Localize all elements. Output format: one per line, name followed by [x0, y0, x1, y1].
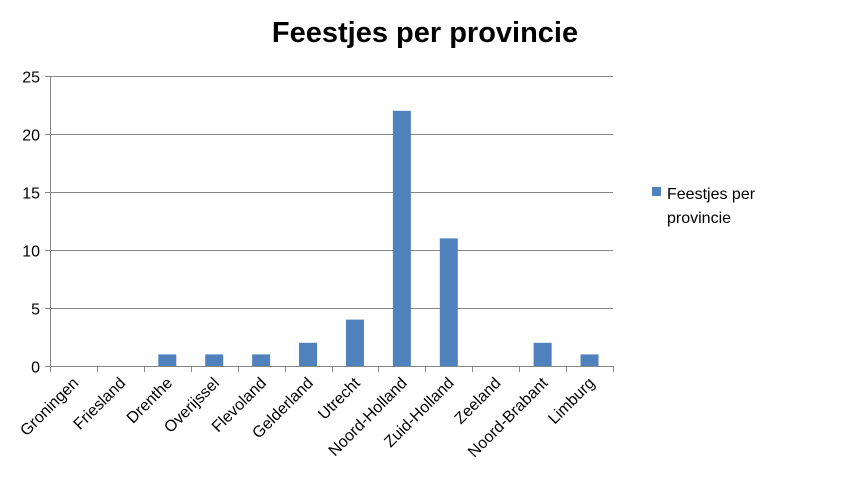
y-tick-label: 0 — [31, 360, 40, 377]
x-tick-label: Noord-Brabant — [465, 374, 552, 461]
y-tick-label: 15 — [22, 186, 40, 203]
x-tick-label: Friesland — [71, 375, 130, 434]
chart-title: Feestjes per provincie — [272, 17, 578, 49]
bar-gelderland — [299, 342, 318, 366]
bar-flevoland — [252, 354, 271, 366]
y-tick-label: 20 — [22, 128, 40, 145]
legend-label-line1: Feestjes per — [667, 186, 756, 203]
x-tick-label: Limburg — [545, 375, 598, 428]
bar-noord-holland — [392, 110, 411, 366]
y-tick-label: 5 — [31, 302, 40, 319]
x-tick-label: Groningen — [17, 375, 82, 440]
bar-noord-brabant — [533, 342, 552, 366]
bar-zuid-holland — [439, 238, 458, 366]
legend-label-line2: provincie — [667, 210, 731, 227]
y-tick-label: 10 — [22, 244, 40, 261]
bar-utrecht — [345, 319, 364, 366]
legend: Feestjes per provincie — [652, 186, 760, 227]
legend-label: Feestjes per provincie — [667, 186, 760, 227]
legend-swatch — [652, 187, 661, 196]
bar-drenthe — [158, 354, 177, 366]
y-tick-label: 25 — [22, 70, 40, 87]
bar-limburg — [580, 354, 599, 366]
bar-overijssel — [205, 354, 224, 366]
